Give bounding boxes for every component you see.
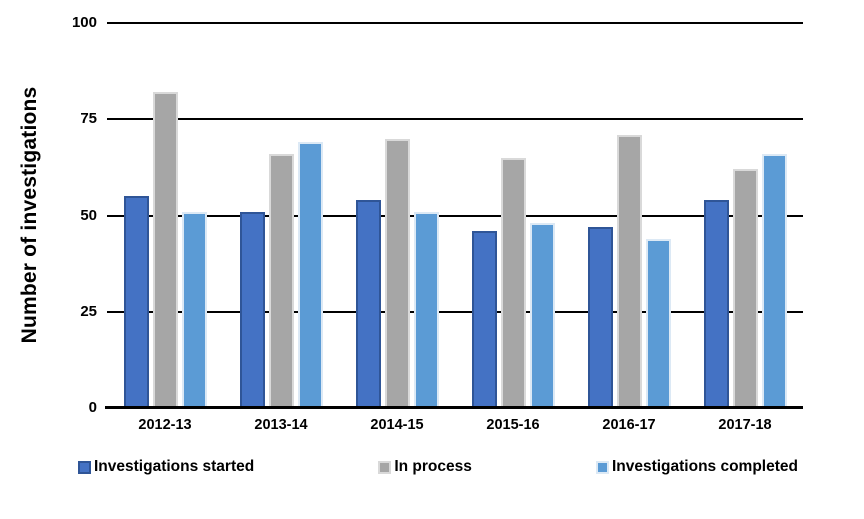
gridline-100: [107, 22, 803, 24]
x-axis-label-2013-14: 2013-14: [254, 417, 308, 433]
gridline-25: [107, 310, 803, 313]
bar-group-2014-15: [355, 23, 439, 408]
y-axis-title: Number of investigations: [18, 86, 41, 344]
legend-swatch-icon: [378, 460, 392, 474]
x-axis-label-2012-13: 2012-13: [138, 417, 192, 433]
gridline-50: [107, 214, 803, 217]
y-tick-label-100: 100: [71, 14, 97, 31]
bar-2014-15-investigations-completed: [413, 211, 439, 408]
y-tick-label-25: 25: [80, 302, 97, 320]
bar-2014-15-investigations-started: [355, 200, 381, 408]
y-tick-label-50: 50: [80, 206, 97, 224]
bar-2012-13-investigations-started: [123, 196, 149, 408]
bar-2016-17-investigations-started: [587, 227, 613, 408]
bar-2016-17-investigations-completed: [645, 238, 671, 408]
bar-2013-14-in-process: [268, 153, 294, 408]
x-axis-label-2017-18: 2017-18: [718, 417, 772, 433]
bar-2012-13-investigations-completed: [181, 211, 207, 408]
bar-2015-16-investigations-completed: [529, 223, 555, 408]
bar-2014-15-in-process: [384, 138, 410, 408]
gridline-75: [107, 118, 803, 121]
y-tick-label-0: 0: [88, 399, 97, 416]
legend-label: In process: [394, 458, 472, 475]
bar-group-2017-18: [703, 23, 787, 408]
x-axis-line: [105, 406, 803, 409]
bar-2017-18-in-process: [732, 169, 758, 408]
legend-item-investigations-started: Investigations started: [78, 458, 254, 476]
bar-group-2012-13: [123, 23, 207, 408]
bar-group-2016-17: [587, 23, 671, 408]
bar-2013-14-investigations-completed: [297, 142, 323, 408]
bar-2017-18-investigations-completed: [761, 153, 787, 408]
plot-area: [105, 22, 803, 409]
legend-item-investigations-completed: Investigations completed: [595, 458, 798, 476]
bar-group-2015-16: [471, 23, 555, 408]
legend-label: Investigations completed: [611, 458, 798, 475]
bar-group-2013-14: [239, 23, 323, 408]
bar-2016-17-in-process: [616, 134, 642, 408]
bar-2015-16-in-process: [500, 157, 526, 408]
legend-swatch-icon: [78, 460, 91, 474]
x-axis-label-2016-17: 2016-17: [602, 417, 656, 433]
bar-2015-16-investigations-started: [471, 230, 497, 408]
x-axis-label-2014-15: 2014-15: [370, 417, 424, 433]
y-tick-label-75: 75: [80, 110, 97, 128]
bar-2012-13-in-process: [152, 92, 178, 408]
legend-item-in-process: In process: [378, 458, 472, 476]
x-axis-label-2015-16: 2015-16: [486, 417, 540, 433]
legend: Investigations started In process Investig…: [78, 458, 798, 476]
bar-2013-14-investigations-started: [239, 211, 265, 408]
legend-label: Investigations started: [94, 458, 255, 475]
legend-swatch-icon: [595, 460, 609, 474]
bars-container: [107, 23, 803, 408]
x-axis-labels: 2012-13 2013-14 2014-15 2015-16 2016-17 2017-…: [107, 417, 803, 433]
bar-2017-18-investigations-started: [703, 200, 729, 408]
